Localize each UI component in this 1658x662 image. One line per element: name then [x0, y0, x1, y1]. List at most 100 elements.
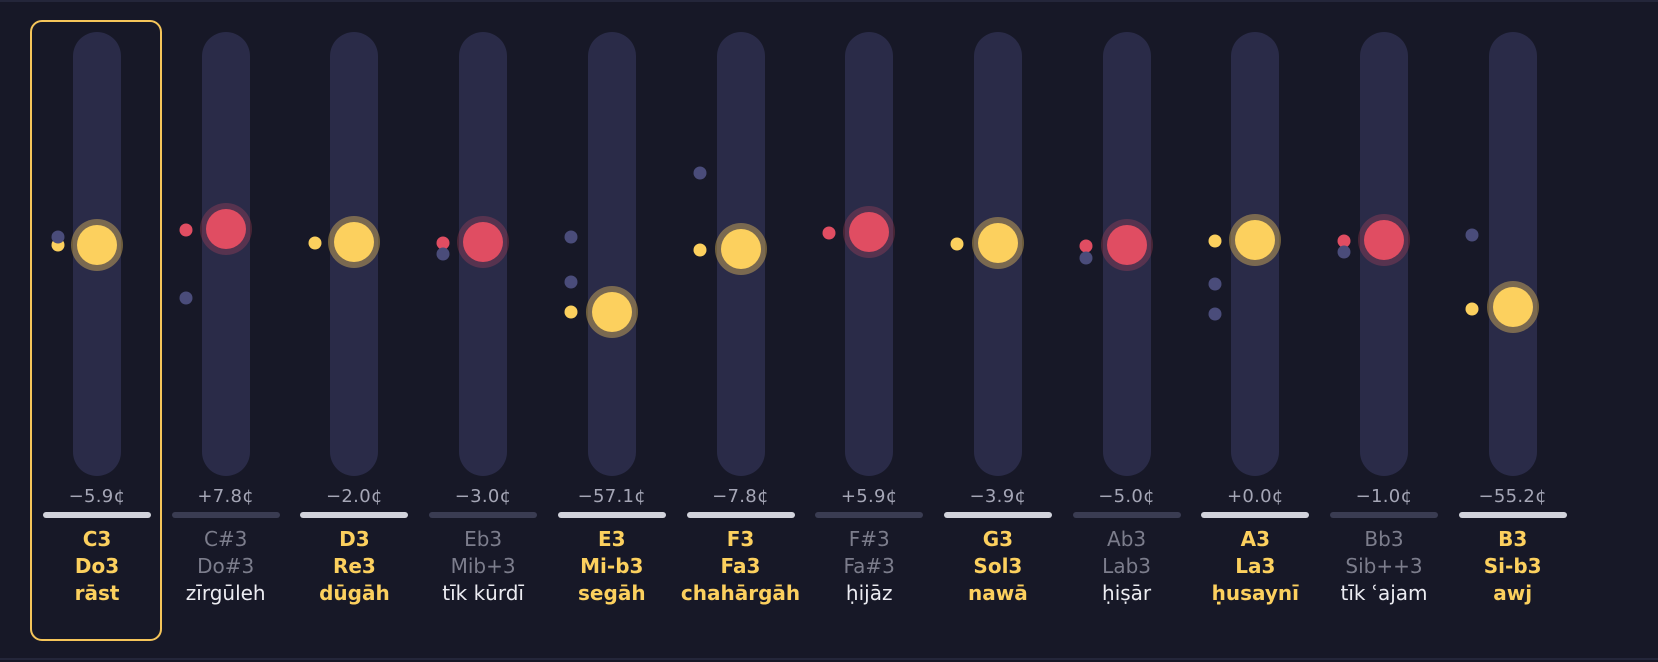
pitch-marker[interactable]	[1106, 225, 1147, 265]
pitch-marker[interactable]	[1235, 220, 1276, 260]
pitch-track[interactable]	[201, 32, 250, 476]
cents-deviation: +7.8¢	[197, 486, 255, 507]
note-indicator-bar	[686, 512, 795, 518]
note-column-f-sharp3[interactable]: +5.9¢ F#3 Fa#3 ḥijāz	[801, 2, 937, 662]
reference-pitch-dot	[179, 291, 193, 305]
western-note-name: Eb3	[464, 527, 503, 551]
pitch-track[interactable]	[1488, 32, 1537, 476]
note-indicator-bar	[1330, 512, 1438, 518]
cents-deviation: −2.0¢	[326, 486, 383, 507]
pitch-marker[interactable]	[591, 292, 632, 332]
current-pitch-dot	[822, 226, 836, 240]
note-names: C#3 Do#3 zīrgūleh	[158, 526, 294, 607]
note-names: A3 La3 ḥusaynī	[1187, 526, 1323, 607]
note-column-e3[interactable]: −57.1¢ E3 Mi-b3 segāh	[544, 2, 680, 662]
pitch-marker[interactable]	[720, 229, 761, 269]
reference-pitch-dot	[1079, 251, 1093, 265]
pitch-marker[interactable]	[77, 225, 117, 265]
note-column-d3[interactable]: −2.0¢ D3 Re3 dūgāh	[286, 2, 422, 662]
cents-deviation: +5.9¢	[840, 486, 898, 507]
western-note-name: E3	[598, 527, 626, 551]
note-column-f3[interactable]: −7.8¢ F3 Fa3 chahārgāh	[673, 2, 809, 662]
solfege-note-name: Lab3	[1102, 554, 1151, 578]
maqam-note-name: rāst	[74, 581, 120, 605]
note-column-eb3[interactable]: −3.0¢ Eb3 Mib+3 tīk kūrdī	[415, 2, 551, 662]
pitch-marker[interactable]	[205, 209, 246, 249]
note-indicator-bar	[557, 512, 666, 518]
note-names: C3 Do3 rāst	[29, 526, 165, 607]
western-note-name: D3	[339, 527, 370, 551]
solfege-note-name: La3	[1235, 554, 1276, 578]
current-pitch-dot	[1079, 239, 1093, 253]
current-pitch-dot	[1208, 234, 1222, 248]
pitch-marker[interactable]	[1364, 220, 1404, 260]
solfege-note-name: Fa#3	[843, 554, 895, 578]
maqam-note-name: awj	[1493, 581, 1533, 605]
note-column-b3[interactable]: −55.2¢ B3 Si-b3 awj	[1445, 2, 1581, 662]
cents-deviation: −1.0¢	[1355, 486, 1413, 507]
western-note-name: A3	[1240, 527, 1270, 551]
maqam-note-name: dūgāh	[319, 581, 390, 605]
maqam-note-name: tīk ʿajam	[1340, 581, 1428, 605]
note-indicator-bar	[943, 512, 1052, 518]
cents-deviation: −3.9¢	[969, 486, 1027, 507]
current-pitch-dot	[1337, 234, 1351, 248]
cents-deviation: −57.1¢	[577, 486, 646, 507]
current-pitch-dot	[179, 223, 193, 237]
note-column-bb3[interactable]: −1.0¢ Bb3 Sib++3 tīk ʿajam	[1316, 2, 1452, 662]
note-indicator-bar	[171, 512, 280, 518]
note-names: F3 Fa3 chahārgāh	[673, 526, 809, 607]
reference-pitch-dot	[693, 166, 707, 180]
note-column-ab3[interactable]: −5.0¢ Ab3 Lab3 ḥiṣār	[1059, 2, 1195, 662]
reference-pitch-dot	[564, 230, 578, 244]
solfege-note-name: Do3	[74, 554, 120, 578]
reference-pitch-dot	[51, 230, 65, 244]
reference-pitch-dot	[436, 247, 450, 261]
western-note-name: F#3	[848, 527, 890, 551]
solfege-note-name: Sol3	[973, 554, 1023, 578]
maqam-note-name: ḥijāz	[845, 581, 893, 605]
pitch-marker[interactable]	[977, 223, 1018, 263]
pitch-marker[interactable]	[463, 222, 504, 262]
note-column-g3[interactable]: −3.9¢ G3 Sol3 nawā	[930, 2, 1066, 662]
note-names: Ab3 Lab3 ḥiṣār	[1059, 526, 1195, 607]
note-names: Eb3 Mib+3 tīk kūrdī	[415, 526, 551, 607]
note-column-c3[interactable]: −5.9¢ C3 Do3 rāst	[29, 2, 165, 662]
note-indicator-bar	[1072, 512, 1181, 518]
cents-deviation: −55.2¢	[1478, 486, 1547, 507]
note-names: D3 Re3 dūgāh	[286, 526, 422, 607]
maqam-note-name: tīk kūrdī	[442, 581, 524, 605]
western-note-name: Ab3	[1107, 527, 1147, 551]
note-indicator-bar	[1458, 512, 1567, 518]
pitch-track[interactable]	[845, 32, 894, 476]
note-indicator-bar	[43, 512, 151, 518]
current-pitch-dot	[308, 236, 322, 250]
pitch-track[interactable]	[587, 32, 636, 476]
pitch-marker[interactable]	[1492, 287, 1533, 327]
cents-deviation: −3.0¢	[454, 486, 512, 507]
maqam-note-name: zīrgūleh	[185, 581, 266, 605]
note-column-a3[interactable]: +0.0¢ A3 La3 ḥusaynī	[1187, 2, 1323, 662]
note-names: B3 Si-b3 awj	[1445, 526, 1581, 607]
western-note-name: C3	[82, 527, 112, 551]
cents-deviation: −5.9¢	[68, 486, 126, 507]
current-pitch-dot	[950, 237, 964, 251]
reference-pitch-dot	[1208, 307, 1222, 321]
pitch-marker[interactable]	[334, 222, 375, 262]
current-pitch-dot	[693, 243, 707, 257]
reference-pitch-dot	[1465, 228, 1479, 242]
western-note-name: C#3	[203, 527, 248, 551]
note-column-c-sharp3[interactable]: +7.8¢ C#3 Do#3 zīrgūleh	[158, 2, 294, 662]
solfege-note-name: Si-b3	[1483, 554, 1542, 578]
note-names: Bb3 Sib++3 tīk ʿajam	[1316, 526, 1452, 607]
note-indicator-bar	[429, 512, 538, 518]
maqam-note-name: ḥiṣār	[1102, 581, 1152, 605]
solfege-note-name: Mib+3	[450, 554, 516, 578]
note-indicator-bar	[1201, 512, 1310, 518]
maqam-note-name: ḥusaynī	[1211, 581, 1299, 605]
pitch-marker[interactable]	[849, 212, 890, 252]
maqam-note-name: nawā	[968, 581, 1028, 605]
solfege-note-name: Re3	[332, 554, 376, 578]
solfege-note-name: Do#3	[197, 554, 255, 578]
